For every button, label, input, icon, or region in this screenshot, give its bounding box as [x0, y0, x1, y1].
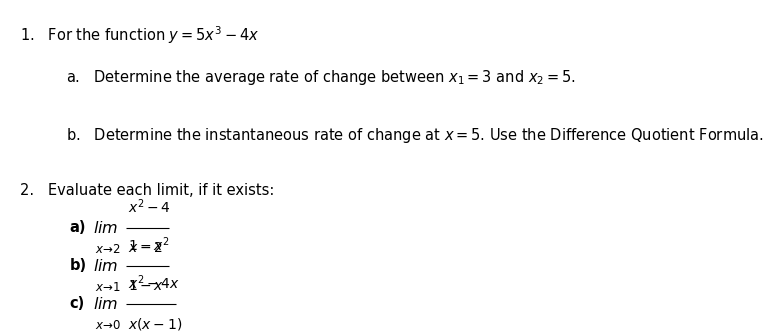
Text: b): b) — [70, 258, 87, 273]
Text: $x-2$: $x-2$ — [128, 241, 163, 255]
Text: $\mathbf{\mathit{lim}}$: $\mathbf{\mathit{lim}}$ — [93, 258, 119, 274]
Text: 1.   For the function $y = 5x^3 - 4x$: 1. For the function $y = 5x^3 - 4x$ — [20, 25, 259, 46]
Text: 2.   Evaluate each limit, if it exists:: 2. Evaluate each limit, if it exists: — [20, 183, 274, 198]
Text: $1-x$: $1-x$ — [128, 279, 164, 293]
Text: $x^2-4x$: $x^2-4x$ — [128, 274, 179, 293]
Text: $x\!\rightarrow\!1$: $x\!\rightarrow\!1$ — [96, 281, 121, 294]
Text: c): c) — [70, 296, 85, 311]
Text: $x\!\rightarrow\!0$: $x\!\rightarrow\!0$ — [96, 319, 121, 332]
Text: $1-x^2$: $1-x^2$ — [128, 236, 169, 254]
Text: a.   Determine the average rate of change between $x_1= 3$ and $x_2 = 5$.: a. Determine the average rate of change … — [67, 68, 576, 87]
Text: b.   Determine the instantaneous rate of change at $x = 5$. Use the Difference Q: b. Determine the instantaneous rate of c… — [67, 126, 764, 145]
Text: $x^2-4$: $x^2-4$ — [128, 198, 171, 216]
Text: a): a) — [70, 220, 86, 235]
Text: $x(x-1)$: $x(x-1)$ — [128, 317, 182, 332]
Text: $x\!\rightarrow\!2$: $x\!\rightarrow\!2$ — [96, 243, 121, 256]
Text: $\mathbf{\mathit{lim}}$: $\mathbf{\mathit{lim}}$ — [93, 296, 119, 312]
Text: $\mathbf{\mathit{lim}}$: $\mathbf{\mathit{lim}}$ — [93, 220, 119, 236]
